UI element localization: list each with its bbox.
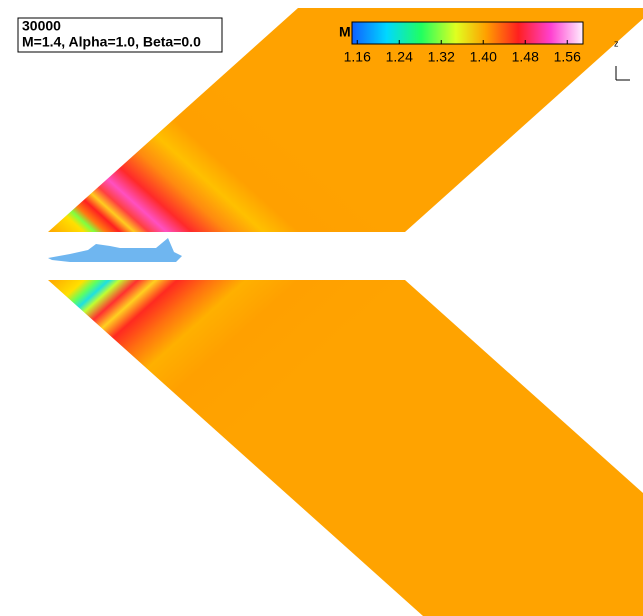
axis-triad (615, 66, 630, 81)
colorbar-tick-label: 1.40 (470, 49, 497, 65)
title-line: 30000 (22, 18, 61, 34)
title-line: M=1.4, Alpha=1.0, Beta=0.0 (22, 34, 201, 50)
axis-label: z (614, 38, 619, 48)
lower-field (48, 280, 643, 616)
colorbar (351, 21, 584, 45)
colorbar-tick-label: 1.24 (386, 49, 413, 65)
upper-field (48, 8, 643, 232)
colorbar-tick-label: 1.16 (344, 49, 371, 65)
colorbar-tick-label: 1.48 (512, 49, 539, 65)
colorbar-ticks: 1.16 1.24 1.32 1.40 1.48 1.56 (344, 40, 581, 65)
aircraft (48, 238, 182, 262)
colorbar-tick-label: 1.32 (428, 49, 455, 65)
title-box (17, 17, 223, 53)
colorbar-tick-label: 1.56 (554, 49, 581, 65)
colorbar-label: M (339, 24, 351, 40)
